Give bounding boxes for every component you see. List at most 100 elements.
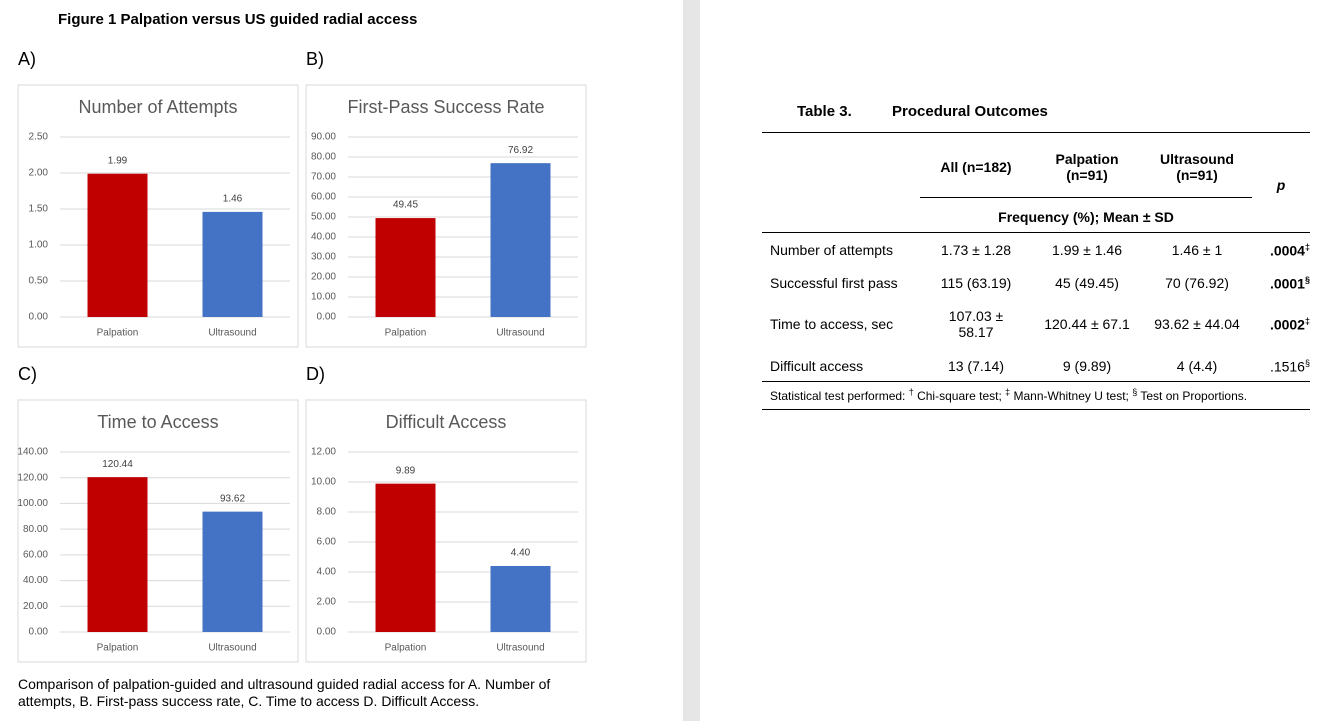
table-number: Table 3.	[797, 103, 852, 120]
cell: 115 (63.19)	[940, 275, 1012, 291]
rule	[762, 232, 1310, 233]
cell: 1.46 ± 1	[1171, 242, 1223, 258]
bar	[202, 211, 263, 317]
x-tick-label: Palpation	[97, 643, 139, 654]
y-tick-label: 20.00	[23, 601, 48, 612]
cell: 9 (9.89)	[1062, 358, 1112, 374]
subheader: Frequency (%); Mean ± SD	[998, 209, 1174, 225]
page-gutter	[683, 0, 700, 721]
panel-label: B)	[306, 49, 324, 69]
y-tick-label: 2.50	[29, 132, 49, 143]
y-tick-label: 80.00	[311, 152, 336, 163]
value-label: 49.45	[393, 200, 418, 211]
x-tick-label: Palpation	[385, 643, 427, 654]
y-tick-label: 90.00	[311, 132, 336, 143]
y-tick-label: 70.00	[311, 172, 336, 183]
p-value-number: .0001	[1269, 275, 1305, 292]
x-tick-label: Palpation	[97, 328, 139, 339]
y-tick-label: 2.00	[317, 597, 337, 608]
bar	[87, 173, 148, 317]
row-label: Number of attempts	[770, 242, 893, 258]
y-tick-label: 6.00	[317, 537, 337, 548]
y-tick-label: 0.50	[29, 276, 49, 287]
rule	[762, 381, 1310, 382]
y-tick-label: 8.00	[317, 507, 337, 518]
bar	[87, 477, 148, 632]
value-label: 4.40	[511, 548, 531, 559]
y-tick-label: 100.00	[17, 498, 48, 509]
figure-title: Figure 1 Palpation versus US guided radi…	[58, 11, 417, 28]
footnote-lead: Statistical test performed:	[770, 389, 906, 403]
panel-label: A)	[18, 49, 36, 69]
y-tick-label: 10.00	[311, 477, 336, 488]
footnote-text: Chi-square test;	[917, 389, 1002, 403]
y-tick-label: 40.00	[23, 575, 48, 586]
rule	[762, 409, 1310, 410]
x-tick-label: Palpation	[385, 328, 427, 339]
header: Ultrasound (n=91)	[1160, 151, 1234, 183]
y-tick-label: 120.00	[17, 472, 48, 483]
cell: 93.62 ± 44.04	[1154, 316, 1240, 332]
y-tick-label: 30.00	[311, 252, 336, 263]
p-value-number: .0004	[1269, 242, 1305, 259]
footnote-text: Test on Proportions.	[1140, 389, 1248, 403]
p-value-number: .0002	[1269, 316, 1305, 333]
rule	[920, 197, 1252, 198]
bar	[490, 566, 551, 632]
bar	[375, 218, 436, 317]
y-tick-label: 60.00	[23, 549, 48, 560]
x-tick-label: Ultrasound	[496, 643, 544, 654]
y-tick-label: 40.00	[311, 232, 336, 243]
p-value: .1516§	[1270, 358, 1310, 375]
bar	[375, 483, 436, 632]
footnote-text: Mann-Whitney U test;	[1013, 389, 1129, 403]
chart-title: Time to Access	[97, 412, 218, 432]
p-value-mark: ‡	[1304, 316, 1310, 326]
y-tick-label: 20.00	[311, 272, 336, 283]
value-label: 1.46	[223, 194, 243, 205]
y-tick-label: 60.00	[311, 192, 336, 203]
y-tick-label: 0.00	[317, 627, 337, 638]
y-tick-label: 80.00	[23, 524, 48, 535]
bar	[202, 511, 263, 632]
y-tick-label: 10.00	[311, 292, 336, 303]
value-label: 1.99	[108, 155, 128, 166]
y-tick-label: 4.00	[317, 567, 337, 578]
header: Palpation (n=91)	[1055, 151, 1119, 183]
y-tick-label: 1.00	[29, 240, 49, 251]
x-tick-label: Ultrasound	[208, 643, 256, 654]
p-value: .0002‡	[1270, 316, 1310, 333]
cell: 45 (49.45)	[1055, 275, 1119, 291]
value-label: 76.92	[508, 145, 533, 156]
y-tick-label: 0.00	[29, 312, 49, 323]
figure: Figure 1 Palpation versus US guided radi…	[17, 11, 587, 663]
header: All (n=182)	[940, 159, 1012, 175]
rule	[762, 132, 1310, 133]
cell: 1.99 ± 1.46	[1052, 242, 1122, 258]
cell: 13 (7.14)	[947, 358, 1005, 374]
y-tick-label: 1.50	[29, 204, 49, 215]
row-label: Time to access, sec	[770, 316, 894, 332]
bar	[490, 163, 551, 317]
footnote-mark: §	[1132, 387, 1138, 397]
x-tick-label: Ultrasound	[208, 328, 256, 339]
row-label: Difficult access	[770, 358, 864, 374]
table-title: Procedural Outcomes	[892, 103, 1048, 120]
p-value-mark: §	[1304, 358, 1310, 368]
y-tick-label: 140.00	[17, 447, 48, 458]
value-label: 93.62	[220, 493, 245, 504]
p-value: .0004‡	[1270, 242, 1310, 259]
p-value-number: .1516	[1269, 358, 1305, 375]
cell: 70 (76.92)	[1165, 275, 1229, 291]
value-label: 120.44	[102, 459, 133, 470]
footnote: Statistical test performed: † Chi-square…	[770, 387, 1247, 403]
y-tick-label: 12.00	[311, 447, 336, 458]
cell: 1.73 ± 1.28	[941, 242, 1011, 258]
y-tick-label: 0.00	[317, 312, 337, 323]
row-label: Successful first pass	[770, 275, 898, 291]
chart-title: Difficult Access	[386, 412, 507, 432]
panel-label: D)	[306, 364, 325, 384]
cell: 4 (4.4)	[1176, 358, 1218, 374]
table-page: Table 3. Procedural Outcomes All (n=182)…	[700, 0, 1328, 721]
